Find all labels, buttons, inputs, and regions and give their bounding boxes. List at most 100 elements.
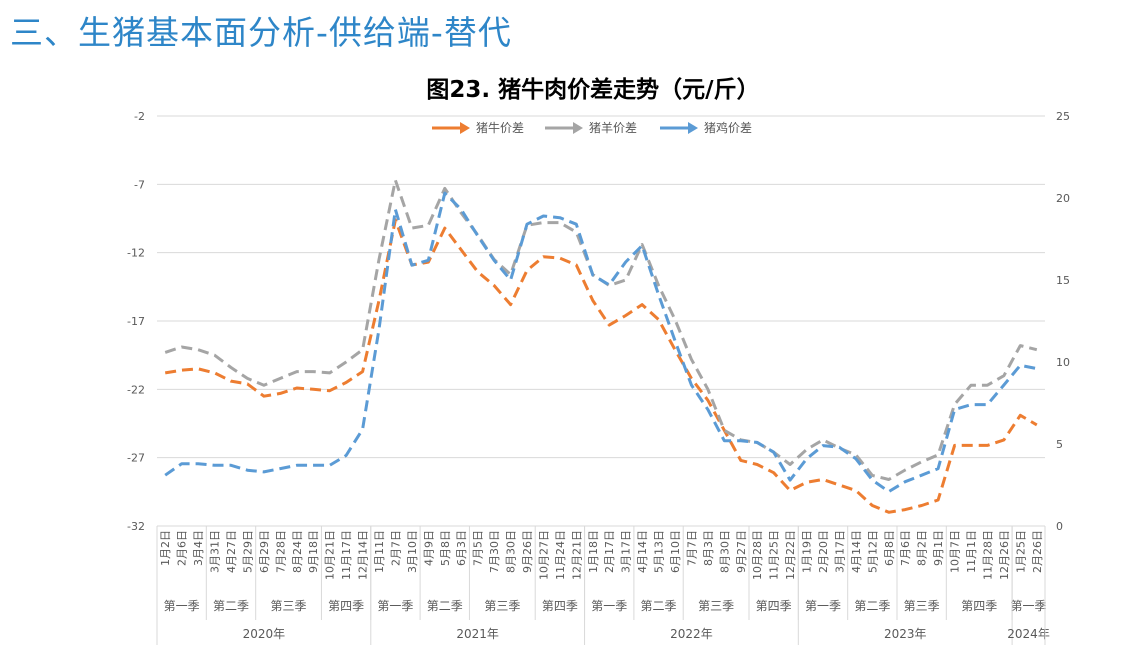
- quarter-label: 第一季: [377, 599, 413, 613]
- y-left-tick-label: -7: [134, 178, 145, 191]
- legend-label: 猪鸡价差: [704, 120, 752, 135]
- series-line-猪牛价差: [164, 218, 1038, 514]
- x-tick-label: 8月30日: [718, 530, 731, 573]
- quarter-label: 第二季: [641, 599, 677, 613]
- x-tick-label: 11月28日: [981, 530, 994, 580]
- x-tick-label: 6月8日: [883, 530, 896, 566]
- x-tick-label: 3月17日: [833, 530, 846, 573]
- chart-title: 图23. 猪牛肉价差走势（元/斤）: [426, 77, 760, 103]
- x-tick-label: 12月26日: [998, 530, 1011, 580]
- x-tick-label: 8月2日: [916, 530, 929, 566]
- legend-arrow-icon: [460, 122, 470, 134]
- x-tick-label: 2月17日: [603, 530, 616, 573]
- x-tick-label: 7月6日: [899, 530, 912, 566]
- year-label: 2021年: [456, 627, 499, 641]
- x-tick-label: 9月18日: [307, 530, 320, 573]
- x-tick-label: 2月6日: [176, 530, 189, 566]
- quarter-label: 第三季: [904, 599, 940, 613]
- x-tick-label: 10月27日: [537, 530, 550, 580]
- y-left-tick-label: -17: [127, 315, 145, 328]
- x-tick-label: 2月7日: [389, 530, 402, 566]
- x-tick-label: 6月3日: [455, 530, 468, 566]
- x-tick-label: 1月11日: [373, 530, 386, 573]
- x-tick-label: 5月29日: [241, 530, 254, 573]
- quarter-label: 第四季: [328, 599, 364, 613]
- x-tick-label: 1月18日: [587, 530, 600, 573]
- x-tick-label: 11月1日: [965, 530, 978, 573]
- quarter-label: 第一季: [1011, 599, 1047, 613]
- quarter-label: 第二季: [213, 599, 249, 613]
- quarter-label: 第四季: [542, 599, 578, 613]
- x-tick-label: 7月30日: [488, 530, 501, 573]
- x-tick-label: 12月21日: [570, 530, 583, 580]
- y-right-tick-label: 0: [1056, 520, 1063, 533]
- y-left-tick-label: -27: [127, 452, 145, 465]
- y-right-tick-label: 5: [1056, 438, 1063, 451]
- x-tick-label: 7月5日: [472, 530, 485, 566]
- x-tick-label: 12月14日: [357, 530, 370, 580]
- x-tick-label: 6月10日: [669, 530, 682, 573]
- x-tick-label: 9月1日: [932, 530, 945, 566]
- legend-arrow-icon: [688, 122, 698, 134]
- x-tick-label: 5月8日: [439, 530, 452, 566]
- x-tick-label: 8月30日: [505, 530, 518, 573]
- legend-label: 猪牛价差: [476, 120, 524, 135]
- x-tick-label: 3月17日: [620, 530, 633, 573]
- quarter-label: 第三季: [484, 599, 520, 613]
- year-label: 2022年: [670, 627, 713, 641]
- x-tick-label: 10月7日: [949, 530, 962, 573]
- x-tick-label: 12月22日: [784, 530, 797, 580]
- y-left-tick-label: -2: [134, 110, 145, 123]
- quarter-label: 第三季: [271, 599, 307, 613]
- x-tick-label: 9月26日: [521, 530, 534, 573]
- x-tick-label: 5月13日: [653, 530, 666, 573]
- x-tick-label: 11月24日: [554, 530, 567, 580]
- x-tick-label: 1月2日: [159, 530, 172, 566]
- y-right-tick-label: 25: [1056, 110, 1070, 123]
- y-right-tick-label: 10: [1056, 356, 1070, 369]
- x-tick-label: 4月9日: [422, 530, 435, 566]
- x-tick-label: 11月17日: [340, 530, 353, 580]
- legend-arrow-icon: [573, 122, 583, 134]
- x-tick-label: 1月19日: [801, 530, 814, 573]
- series-line-猪鸡价差: [164, 191, 1038, 494]
- x-tick-label: 4月14日: [850, 530, 863, 573]
- year-label: 2024年: [1007, 627, 1050, 641]
- quarter-label: 第一季: [805, 599, 841, 613]
- x-tick-label: 3月10日: [406, 530, 419, 573]
- x-tick-label: 1月25日: [1014, 530, 1027, 573]
- x-tick-label: 2月20日: [817, 530, 830, 573]
- x-tick-label: 2月26日: [1031, 530, 1044, 573]
- series-line-猪羊价差: [164, 178, 1038, 481]
- y-right-tick-label: 20: [1056, 192, 1070, 205]
- x-tick-label: 10月21日: [324, 530, 337, 580]
- x-tick-label: 11月25日: [768, 530, 781, 580]
- year-label: 2020年: [243, 627, 286, 641]
- x-tick-label: 4月14日: [636, 530, 649, 573]
- quarter-label: 第四季: [756, 599, 792, 613]
- quarter-label: 第一季: [164, 599, 200, 613]
- x-tick-label: 7月7日: [685, 530, 698, 566]
- x-tick-label: 10月28日: [751, 530, 764, 580]
- x-tick-label: 3月4日: [192, 530, 205, 566]
- x-tick-label: 5月12日: [866, 530, 879, 573]
- x-tick-label: 4月27日: [225, 530, 238, 573]
- y-left-tick-label: -12: [127, 247, 145, 260]
- x-tick-label: 9月27日: [735, 530, 748, 573]
- quarter-label: 第二季: [427, 599, 463, 613]
- page-title: 三、生猪基本面分析-供给端-替代: [10, 13, 512, 52]
- quarter-label: 第二季: [854, 599, 890, 613]
- y-left-tick-label: -32: [127, 520, 145, 533]
- legend-label: 猪羊价差: [589, 120, 637, 135]
- quarter-label: 第四季: [961, 599, 997, 613]
- y-left-tick-label: -22: [127, 383, 145, 396]
- year-label: 2023年: [884, 627, 927, 641]
- quarter-label: 第一季: [591, 599, 627, 613]
- x-tick-label: 6月29日: [258, 530, 271, 573]
- x-tick-label: 7月28日: [274, 530, 287, 573]
- y-right-tick-label: 15: [1056, 274, 1070, 287]
- x-tick-label: 8月3日: [702, 530, 715, 566]
- quarter-label: 第三季: [698, 599, 734, 613]
- x-tick-label: 8月24日: [291, 530, 304, 573]
